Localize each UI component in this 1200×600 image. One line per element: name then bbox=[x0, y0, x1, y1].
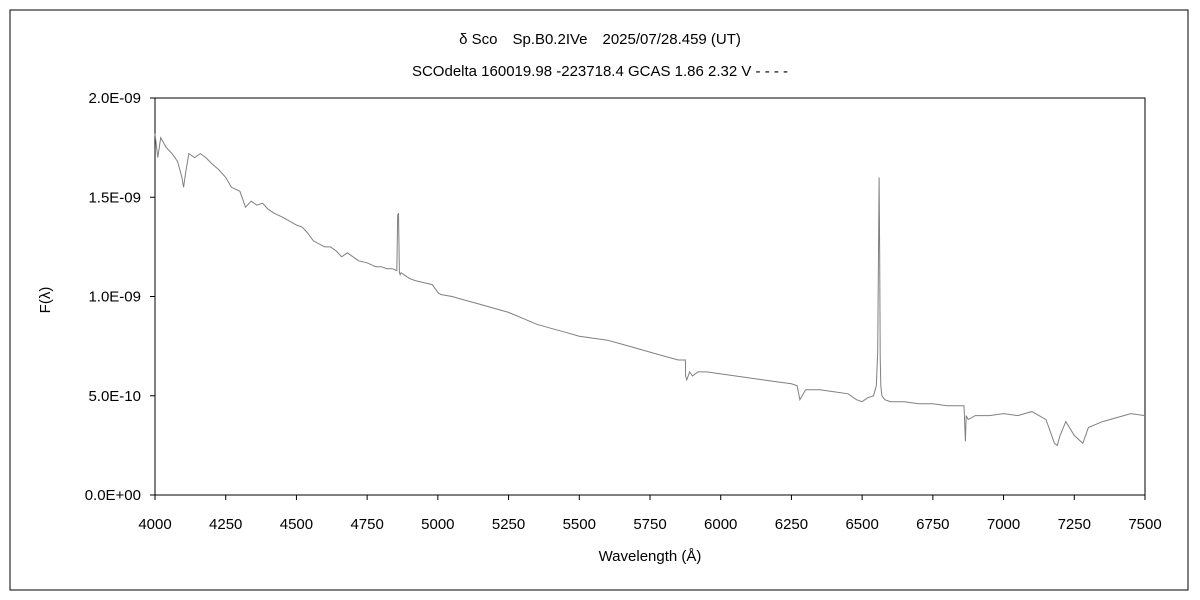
x-tick-label: 5750 bbox=[633, 516, 666, 533]
x-axis: 4000 4250 4500 4750 5000 5250 5500 5750 6000 6250… bbox=[138, 495, 1162, 533]
x-tick-label: 6750 bbox=[916, 516, 949, 533]
y-tick-label: 5.0E-10 bbox=[88, 388, 141, 405]
y-axis: 0.0E+00 5.0E-10 1.0E-09 1.5E-09 2.0E-09 bbox=[85, 90, 155, 504]
chart-subtitle: SCOdelta 160019.98 -223718.4 GCAS 1.86 2… bbox=[412, 63, 788, 80]
x-tick-label: 7500 bbox=[1128, 516, 1161, 533]
x-tick-label: 7250 bbox=[1058, 516, 1091, 533]
y-tick-label: 1.5E-09 bbox=[88, 189, 141, 206]
x-tick-label: 5000 bbox=[421, 516, 454, 533]
x-tick-label: 5250 bbox=[492, 516, 525, 533]
y-tick-label: 2.0E-09 bbox=[88, 90, 141, 107]
x-tick-label: 6000 bbox=[704, 516, 737, 533]
x-tick-label: 6250 bbox=[775, 516, 808, 533]
x-tick-label: 4250 bbox=[209, 516, 242, 533]
x-tick-label: 6500 bbox=[845, 516, 878, 533]
spectrum-series-line bbox=[154, 133, 1146, 447]
x-axis-label: Wavelength (Å) bbox=[599, 548, 702, 565]
y-tick-label: 0.0E+00 bbox=[85, 487, 141, 504]
x-tick-label: 4750 bbox=[350, 516, 383, 533]
y-axis-label: F(λ) bbox=[37, 287, 54, 314]
chart-border bbox=[9, 9, 1189, 591]
x-tick-label: 5500 bbox=[563, 516, 596, 533]
chart-title: δ Sco Sp.B0.2IVe 2025/07/28.459 (UT) bbox=[459, 31, 741, 48]
x-tick-label: 4500 bbox=[280, 516, 313, 533]
x-tick-label: 7000 bbox=[987, 516, 1020, 533]
x-tick-label: 4000 bbox=[138, 516, 171, 533]
y-tick-label: 1.0E-09 bbox=[88, 289, 141, 306]
